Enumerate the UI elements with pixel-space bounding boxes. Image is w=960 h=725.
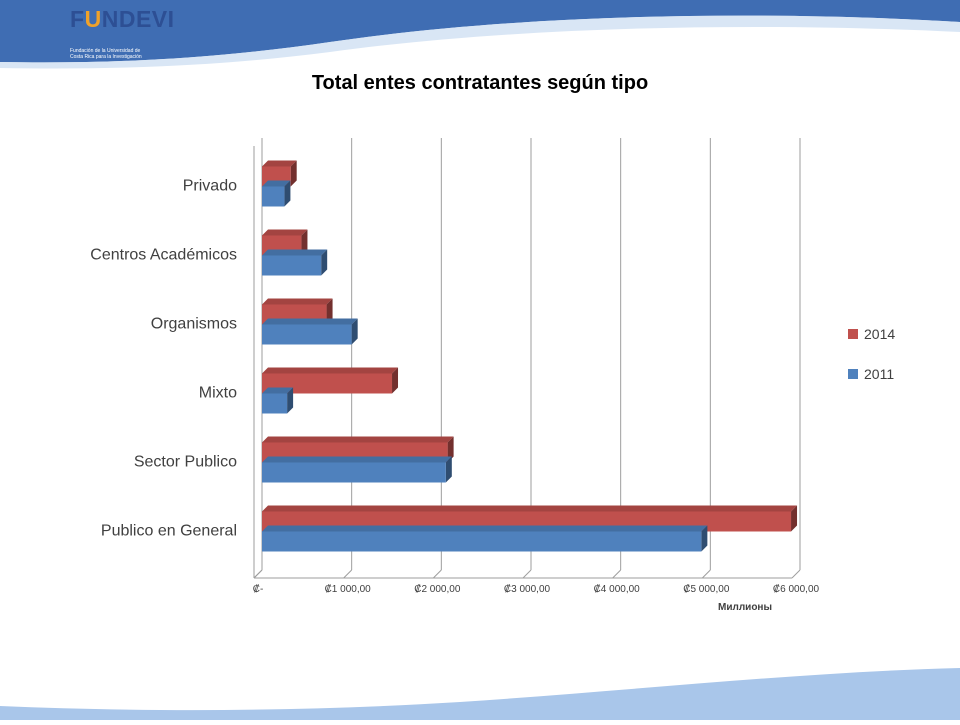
chart-title: Total entes contratantes según tipo xyxy=(311,72,649,94)
bar-2014-side xyxy=(301,229,308,256)
bar-2011-top xyxy=(262,180,291,187)
legend-item-2011: 2011 xyxy=(848,364,895,384)
floor-gridline xyxy=(701,569,711,579)
category-label: Privado xyxy=(183,178,237,195)
legend-swatch-2014 xyxy=(848,329,858,339)
category-label: Organismos xyxy=(151,316,237,333)
bar-2014-side xyxy=(447,436,454,463)
x-tick-label: ₡3 000,00 xyxy=(504,583,551,595)
footer-wave xyxy=(0,668,960,720)
logo-letter: D xyxy=(118,6,136,32)
bar-2011-side xyxy=(351,318,358,345)
floor-gridline xyxy=(253,569,263,579)
bar-2014 xyxy=(262,373,393,394)
bar-2014-side xyxy=(290,160,297,187)
logo-wordmark: FUNDEVI xyxy=(70,6,175,33)
header-wave xyxy=(0,0,960,63)
logo-letter: E xyxy=(135,6,152,32)
legend-label-2014: 2014 xyxy=(864,326,896,342)
floor-gridline xyxy=(612,569,622,579)
category-label: Sector Publico xyxy=(134,454,237,471)
bar-2014-top xyxy=(262,505,798,512)
x-axis-unit-label: Миллионы xyxy=(718,602,772,613)
logo-letter: F xyxy=(70,6,85,32)
bar-2011 xyxy=(262,531,702,552)
legend-swatch-2011 xyxy=(848,369,858,379)
floor-gridline xyxy=(343,569,353,579)
x-tick-label: ₡6 000,00 xyxy=(773,583,820,595)
bar-2014-side xyxy=(326,298,333,325)
bar-2014-side xyxy=(791,505,798,532)
floor-gridline xyxy=(432,569,442,579)
bar-2014-top xyxy=(262,229,308,236)
bar-2011-top xyxy=(262,456,452,463)
x-tick-label: ₡2 000,00 xyxy=(414,583,461,595)
logo-letter: N xyxy=(101,6,119,32)
x-tick-label: ₡4 000,00 xyxy=(594,583,641,595)
bar-2014-top xyxy=(262,436,454,443)
legend-label-2011: 2011 xyxy=(864,366,895,382)
bar-2011-top xyxy=(262,525,708,532)
logo-subtitle: Fundación de la Universidad de Costa Ric… xyxy=(70,48,142,60)
logo-letter: I xyxy=(167,6,175,32)
bar-2011-side xyxy=(445,456,452,483)
category-label: Mixto xyxy=(199,385,237,402)
bar-2014-top xyxy=(262,298,333,305)
fundevi-logo: FUNDEVI Fundación de la Universidad de C… xyxy=(70,6,174,66)
x-tick-label: ₡1 000,00 xyxy=(325,583,372,595)
logo-letter: U xyxy=(84,6,102,32)
bar-2011-top xyxy=(262,387,294,394)
bar-2011-top xyxy=(262,249,328,256)
x-tick-label: ₡- xyxy=(253,583,264,595)
bar-2014-top xyxy=(262,160,297,167)
legend-item-2014: 2014 xyxy=(848,324,895,344)
bar-2011 xyxy=(262,186,285,207)
bar-2014-side xyxy=(392,367,399,394)
bar-2011-top xyxy=(262,318,358,325)
logo-letter: V xyxy=(151,6,168,32)
x-tick-label: ₡5 000,00 xyxy=(683,583,730,595)
bar-2011 xyxy=(262,255,322,276)
bar-2011-side xyxy=(287,387,294,414)
bar-2011 xyxy=(262,324,352,345)
bar-2011-side xyxy=(284,180,291,207)
floor-gridline xyxy=(522,569,532,579)
category-label: Publico en General xyxy=(101,523,237,540)
bar-2014-top xyxy=(262,367,399,374)
bar-2011-side xyxy=(321,249,328,276)
bar-2011 xyxy=(262,393,288,414)
floor-gridline xyxy=(791,569,801,579)
header-wave-highlight xyxy=(0,15,960,69)
chart-legend: 2014 2011 xyxy=(848,324,895,404)
bar-2011-side xyxy=(701,525,708,552)
bar-2011 xyxy=(262,462,446,483)
category-label: Centros Académicos xyxy=(90,247,237,264)
